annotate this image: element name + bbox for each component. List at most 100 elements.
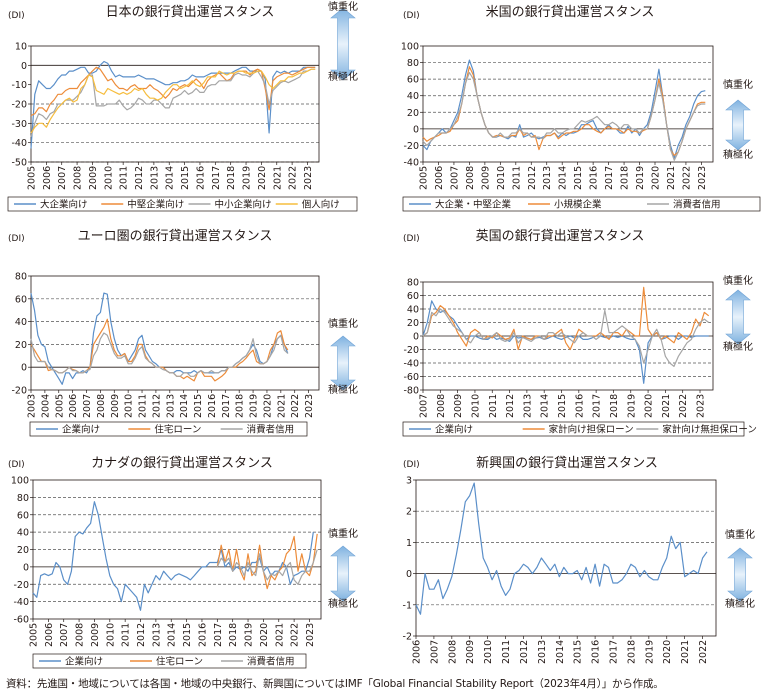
x-tick-label: 2015 bbox=[193, 394, 204, 418]
y-tick-label: 10 bbox=[15, 42, 27, 53]
x-tick-label: 2013 bbox=[537, 640, 548, 664]
x-tick-label: 2019 bbox=[244, 623, 255, 647]
y-tick-label: 100 bbox=[401, 42, 419, 53]
chart-title: カナダの銀行貸出運営スタンス bbox=[91, 455, 273, 471]
y-tick-label: 40 bbox=[17, 528, 29, 539]
series-line-gray bbox=[422, 71, 706, 161]
y-tick-label: -20 bbox=[403, 345, 419, 356]
legend-label: 家計向け無担保ローン bbox=[662, 424, 757, 436]
x-tick-label: 2011 bbox=[501, 640, 512, 664]
y-tick-label: 60 bbox=[17, 510, 29, 521]
y-tick-label: -20 bbox=[13, 580, 29, 591]
x-tick-label: 2015 bbox=[182, 623, 193, 647]
y-tick-label: 80 bbox=[15, 272, 27, 283]
x-tick-label: 2011 bbox=[121, 623, 132, 647]
legend-label: 企業向け bbox=[435, 424, 473, 436]
y-tick-label: -40 bbox=[403, 359, 419, 370]
x-tick-label: 2018 bbox=[235, 394, 246, 418]
plot-frame bbox=[32, 479, 322, 620]
legend-frame bbox=[29, 421, 308, 437]
x-tick-label: 2018 bbox=[620, 166, 631, 190]
x-tick-label: 2017 bbox=[221, 394, 232, 418]
x-tick-label: 2008 bbox=[73, 166, 84, 190]
legend-label: 企業向け bbox=[65, 656, 103, 668]
stance-arrow-icon bbox=[725, 99, 751, 151]
legend-label: 中小企業向け bbox=[215, 199, 272, 211]
label-tighter: 慎重化 bbox=[725, 528, 755, 541]
x-tick-label: 2021 bbox=[666, 166, 677, 190]
x-tick-label: 2023 bbox=[305, 623, 316, 647]
x-tick-label: 2014 bbox=[555, 640, 566, 664]
unit-label: (DI) bbox=[8, 234, 25, 244]
y-tick-label: 80 bbox=[407, 278, 419, 289]
y-tick-label: 2 bbox=[406, 507, 412, 518]
plot-frame bbox=[422, 45, 714, 163]
series-line-orange bbox=[422, 66, 706, 156]
y-tick-label: 0 bbox=[21, 363, 27, 374]
x-tick-label: 2008 bbox=[436, 394, 447, 418]
series-line-orange bbox=[422, 286, 710, 351]
x-tick-label: 2014 bbox=[540, 394, 551, 418]
x-tick-label: 2012 bbox=[505, 394, 516, 418]
label-easier: 積極化 bbox=[328, 383, 358, 396]
x-tick-label: 2003 bbox=[27, 394, 38, 418]
legend-label: 大企業向け bbox=[40, 199, 88, 211]
stance-arrow-icon bbox=[330, 7, 356, 81]
x-tick-label: 2015 bbox=[557, 394, 568, 418]
y-tick-label: -1 bbox=[403, 600, 412, 611]
unit-label: (DI) bbox=[403, 460, 420, 470]
y-tick-label: 60 bbox=[407, 291, 419, 302]
y-tick-label: 40 bbox=[407, 91, 419, 102]
x-tick-label: 2018 bbox=[609, 394, 620, 418]
x-tick-label: 2012 bbox=[151, 394, 162, 418]
x-tick-label: 2009 bbox=[90, 623, 101, 647]
x-tick-label: 2023 bbox=[303, 166, 314, 190]
x-tick-label: 2020 bbox=[662, 640, 673, 664]
x-tick-label: 2010 bbox=[105, 623, 116, 647]
y-tick-label: -10 bbox=[11, 80, 27, 91]
series-line-orange bbox=[216, 533, 318, 590]
chart-title: 新興国の銀行貸出運営スタンス bbox=[476, 455, 658, 471]
x-tick-label: 2016 bbox=[195, 166, 206, 190]
x-tick-label: 2014 bbox=[179, 394, 190, 418]
label-easier: 積極化 bbox=[723, 148, 753, 161]
legend-label: 消費者信用 bbox=[247, 424, 295, 436]
y-tick-label: 80 bbox=[17, 493, 29, 504]
x-tick-label: 2022 bbox=[288, 166, 299, 190]
x-tick-label: 2018 bbox=[228, 623, 239, 647]
x-tick-label: 2007 bbox=[429, 640, 440, 664]
unit-label: (DI) bbox=[8, 460, 25, 470]
x-tick-label: 2021 bbox=[661, 394, 672, 418]
x-tick-label: 2010 bbox=[124, 394, 135, 418]
label-tighter: 慎重化 bbox=[328, 0, 358, 13]
series-line-blue bbox=[30, 292, 289, 385]
y-tick-label: 0 bbox=[21, 61, 27, 72]
label-tighter: 慎重化 bbox=[723, 274, 753, 287]
x-tick-label: 2017 bbox=[592, 394, 603, 418]
label-easier: 積極化 bbox=[328, 70, 358, 83]
legend-label: 住宅ローン bbox=[156, 656, 203, 668]
y-tick-label: 40 bbox=[407, 305, 419, 316]
x-tick-label: 2013 bbox=[522, 394, 533, 418]
x-tick-label: 2009 bbox=[453, 394, 464, 418]
label-easier: 積極化 bbox=[725, 597, 755, 610]
x-tick-label: 2004 bbox=[40, 394, 51, 418]
x-tick-label: 2019 bbox=[635, 166, 646, 190]
x-tick-label: 2020 bbox=[259, 623, 270, 647]
legend-frame bbox=[402, 421, 745, 437]
x-tick-label: 2021 bbox=[272, 166, 283, 190]
x-tick-label: 2011 bbox=[119, 166, 130, 190]
legend-label: 小規模企業 bbox=[554, 199, 602, 211]
x-tick-label: 2006 bbox=[434, 166, 445, 190]
x-tick-label: 2014 bbox=[165, 166, 176, 190]
chart-panel-4: 英国の銀行貸出運営スタンス(DI)806040200-20-40-60-8020… bbox=[402, 228, 757, 437]
series-line-blue bbox=[422, 59, 706, 159]
plot-frame bbox=[30, 275, 320, 391]
label-tighter: 慎重化 bbox=[328, 527, 358, 540]
x-tick-label: 2019 bbox=[249, 394, 260, 418]
y-tick-label: 3 bbox=[406, 476, 412, 487]
y-tick-label: -60 bbox=[403, 372, 419, 383]
chart-panel-5: カナダの銀行貸出運営スタンス(DI)100806040200-20-40-602… bbox=[8, 455, 322, 669]
